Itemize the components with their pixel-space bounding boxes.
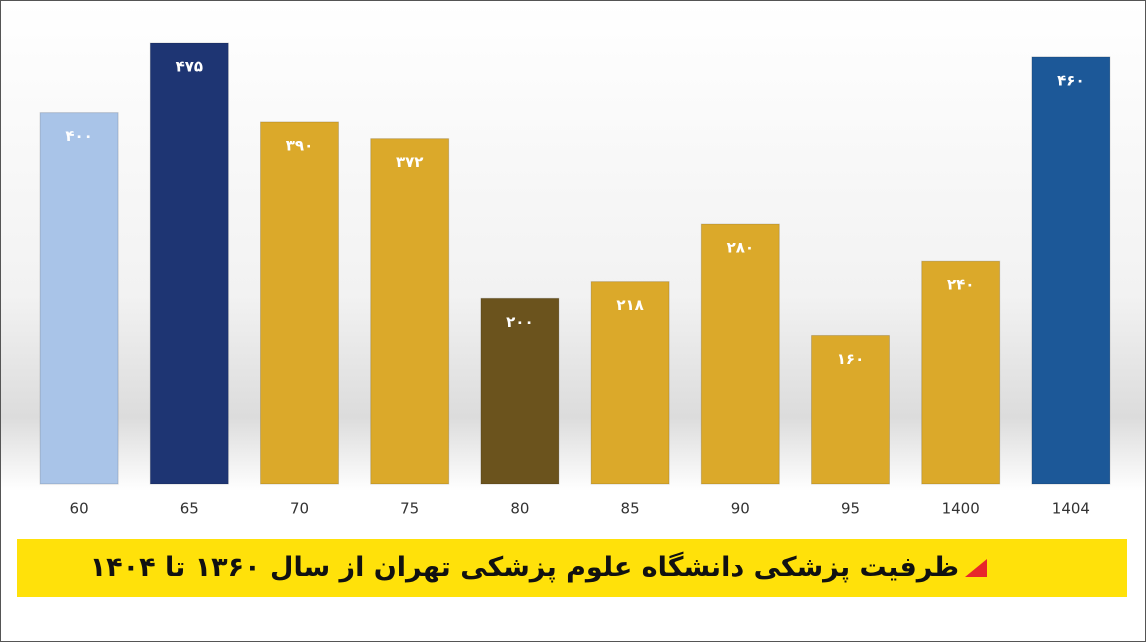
chart-title: ظرفیت پزشکی دانشگاه علوم پزشکی تهران از … [89,552,959,583]
bar [260,121,339,485]
bar [700,223,780,485]
data-label: ۳۹۰ [286,136,313,154]
bar [921,260,1001,485]
chart: 60 ۴۰۰ 65 ۴۷۵ 70 ۳۹۰ 75 ۳۷۲ 80 ۲۰۰ 85 ۲۱۸ 90 ۲۸۰ 95 ۱۶۰… [1,1,1145,518]
data-label: ۱۶۰ [837,350,864,368]
x-tick-label: 65 [180,500,199,518]
title-banner: ظرفیت پزشکی دانشگاه علوم پزشکی تهران از … [17,539,1127,597]
bar [811,334,890,485]
bar [480,297,560,485]
bar [370,138,450,485]
x-tick-label: 75 [400,500,419,518]
data-label: ۴۰۰ [65,127,92,145]
bar [1031,56,1111,485]
title-icon [965,559,987,577]
x-tick-label: 60 [70,500,89,518]
data-label: ۴۷۵ [176,58,203,76]
x-tick-label: 80 [510,500,529,518]
x-tick-label: 1400 [942,500,980,518]
data-label: ۴۶۰ [1057,71,1084,89]
data-label: ۳۷۲ [396,153,423,171]
x-tick-label: 70 [290,500,309,518]
data-label: ۲۱۸ [616,296,643,314]
x-tick-label: 90 [731,500,750,518]
data-label: ۲۸۰ [727,239,754,257]
bar [590,281,670,485]
data-label: ۲۰۰ [506,313,533,331]
x-tick-label: 1404 [1052,500,1090,518]
bar [149,42,229,485]
data-label: ۲۴۰ [947,276,974,294]
bar [39,112,119,485]
x-tick-label: 85 [621,500,640,518]
x-tick-label: 95 [841,500,860,518]
